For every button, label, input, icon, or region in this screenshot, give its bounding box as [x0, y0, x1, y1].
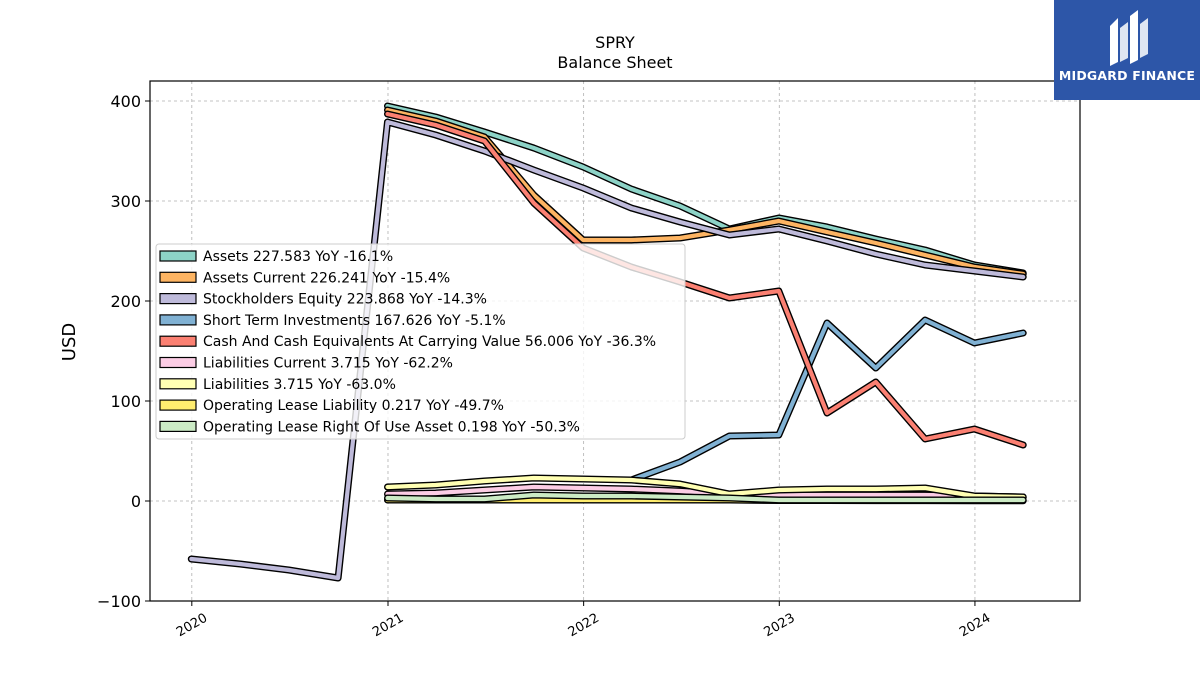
midgard-finance-logo: MIDGARD FINANCE [1054, 0, 1200, 100]
chart-title: SPRY [595, 33, 635, 52]
chart-subtitle: Balance Sheet [557, 53, 672, 72]
legend-label: Operating Lease Right Of Use Asset 0.198… [203, 419, 580, 435]
series-line [629, 317, 1026, 483]
y-tick-label: −100 [97, 592, 141, 611]
logo-brand-text: MIDGARD FINANCE [1058, 68, 1196, 83]
legend-box [155, 243, 686, 440]
y-tick-label: 0 [131, 492, 141, 511]
logo-mark-icon [1110, 10, 1148, 66]
x-tick-label: 2021 [370, 611, 406, 641]
legend-label: Assets Current 226.241 YoY -15.4% [203, 270, 450, 286]
legend-label: Liabilities Current 3.715 YoY -62.2% [203, 356, 453, 372]
series-line [385, 475, 1026, 500]
legend-swatch [159, 420, 197, 432]
x-tick-label: 2023 [761, 611, 797, 641]
y-axis-ticks: −100 0 100 200 300 400 [97, 92, 150, 611]
legend-swatch [159, 314, 197, 326]
legend-swatch [159, 335, 197, 347]
legend-label: Operating Lease Liability 0.217 YoY -49.… [203, 398, 504, 414]
legend: Assets 227.583 YoY -16.1% Assets Current … [155, 243, 686, 440]
x-axis-ticks: 2020 2021 2022 2023 2024 [174, 601, 993, 640]
legend-label: Cash And Cash Equivalents At Carrying Va… [203, 334, 656, 350]
x-tick-label: 2024 [957, 611, 993, 641]
y-tick-label: 200 [110, 292, 141, 311]
series-lines [187, 102, 1027, 582]
y-axis-label: USD [59, 323, 80, 361]
legend-label: Liabilities 3.715 YoY -63.0% [203, 377, 396, 393]
legend-label: Short Term Investments 167.626 YoY -5.1% [203, 313, 506, 329]
plot-frame [149, 80, 1081, 602]
y-tick-label: 400 [110, 92, 141, 111]
legend-swatch [159, 250, 197, 262]
series-line [385, 103, 1026, 276]
series-line [385, 492, 1026, 503]
y-tick-label: 100 [110, 392, 141, 411]
series-line [189, 119, 1026, 581]
legend-swatch [159, 399, 197, 411]
y-tick-label: 300 [110, 192, 141, 211]
legend-label: Stockholders Equity 223.868 YoY -14.3% [203, 292, 487, 308]
x-tick-label: 2020 [174, 611, 210, 641]
x-tick-label: 2022 [566, 611, 602, 641]
legend-swatch [159, 293, 197, 305]
legend-label: Assets 227.583 YoY -16.1% [203, 249, 393, 265]
legend-swatch [159, 378, 197, 390]
legend-swatch [159, 271, 197, 283]
series-line [385, 111, 1026, 448]
legend-swatch [159, 356, 197, 369]
